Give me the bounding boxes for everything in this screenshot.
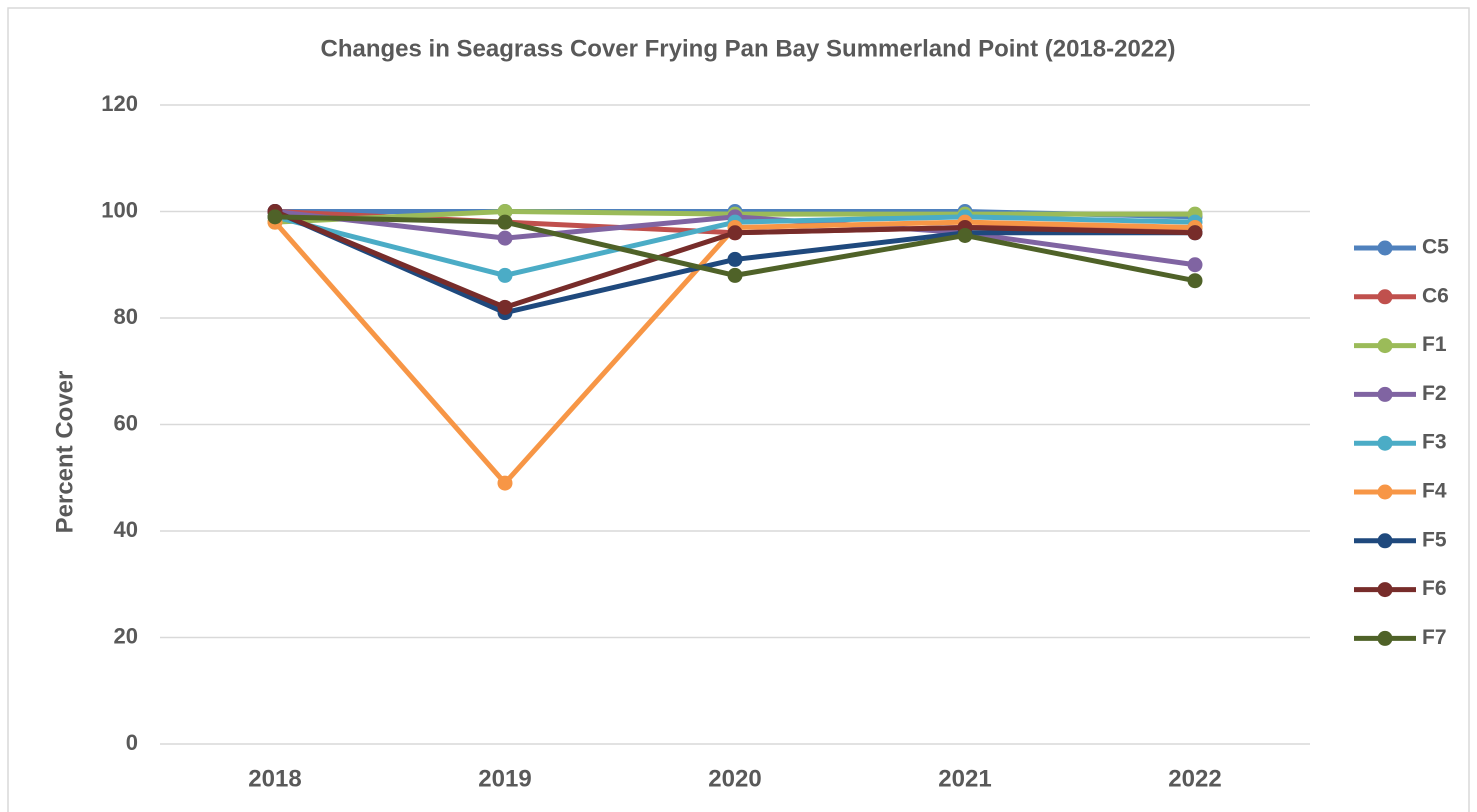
y-axis-label: Percent Cover bbox=[51, 371, 78, 534]
y-tick-label: 120 bbox=[101, 91, 138, 116]
y-tick-label: 60 bbox=[114, 410, 138, 435]
y-tick-label: 0 bbox=[126, 730, 138, 755]
data-point bbox=[497, 475, 513, 491]
data-point bbox=[1187, 225, 1203, 241]
data-point bbox=[497, 299, 513, 315]
legend-marker bbox=[1377, 435, 1393, 451]
legend-marker bbox=[1377, 484, 1393, 500]
legend-marker bbox=[1377, 533, 1393, 549]
legend-marker bbox=[1377, 289, 1393, 305]
data-point bbox=[497, 230, 513, 246]
chart-frame bbox=[7, 7, 1470, 812]
legend-marker bbox=[1377, 630, 1393, 646]
y-tick-label: 80 bbox=[114, 304, 138, 329]
data-point bbox=[727, 267, 743, 283]
legend-label: F2 bbox=[1422, 382, 1447, 405]
x-tick-label: 2019 bbox=[478, 765, 531, 792]
x-tick-label: 2021 bbox=[938, 765, 991, 792]
data-point bbox=[727, 225, 743, 241]
data-point bbox=[267, 209, 283, 225]
x-tick-label: 2018 bbox=[248, 765, 301, 792]
x-tick-label: 2022 bbox=[1168, 765, 1221, 792]
y-tick-label: 20 bbox=[114, 623, 138, 648]
data-point bbox=[957, 227, 973, 243]
legend-label: F7 bbox=[1422, 626, 1447, 649]
data-point bbox=[1187, 257, 1203, 273]
legend-label: F6 bbox=[1422, 577, 1447, 600]
x-tick-label: 2020 bbox=[708, 765, 761, 792]
legend-label: F5 bbox=[1422, 528, 1447, 551]
data-point bbox=[1187, 273, 1203, 289]
data-point bbox=[497, 204, 513, 219]
legend-label: F4 bbox=[1422, 480, 1447, 503]
data-point bbox=[497, 267, 513, 283]
legend-marker bbox=[1377, 338, 1393, 354]
chart-title: Changes in Seagrass Cover Frying Pan Bay… bbox=[321, 35, 1176, 62]
legend-marker bbox=[1377, 582, 1393, 598]
legend-label: C6 bbox=[1422, 284, 1449, 307]
legend-marker bbox=[1377, 240, 1393, 256]
data-point bbox=[497, 214, 513, 230]
legend-label: F1 bbox=[1422, 333, 1447, 356]
legend-label: C5 bbox=[1422, 236, 1449, 259]
legend-label: F3 bbox=[1422, 431, 1447, 454]
data-point bbox=[727, 251, 743, 267]
y-tick-label: 100 bbox=[101, 197, 138, 222]
y-tick-label: 40 bbox=[114, 517, 138, 542]
legend-marker bbox=[1377, 386, 1393, 402]
